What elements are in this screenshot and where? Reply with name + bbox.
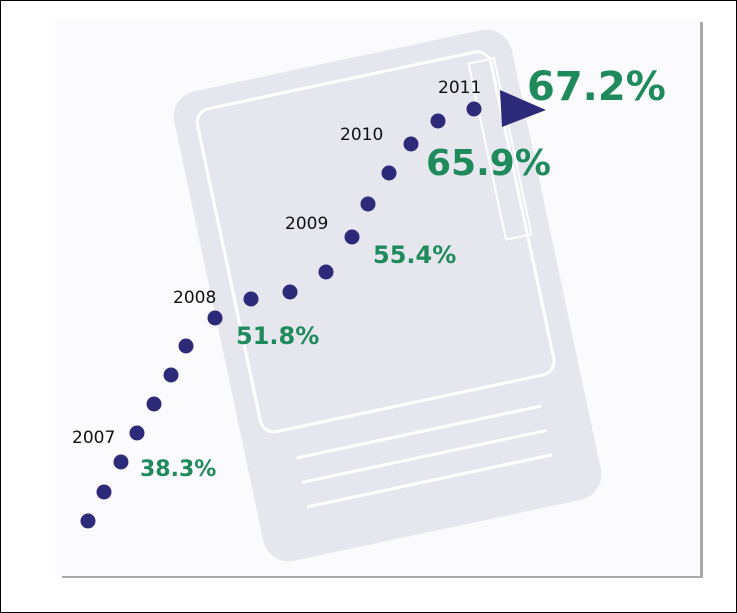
percent-label: 67.2% bbox=[527, 64, 666, 110]
year-label: 2007 bbox=[72, 428, 115, 448]
percent-label: 38.3% bbox=[140, 457, 216, 482]
percent-label: 55.4% bbox=[373, 241, 456, 269]
panel-shadow bbox=[62, 576, 702, 578]
infographic: 2007 2008 2009 2010 2011 38.3% 51.8% 55.… bbox=[0, 0, 737, 613]
percent-label: 65.9% bbox=[426, 143, 551, 184]
percent-label: 51.8% bbox=[236, 322, 319, 350]
year-label: 2008 bbox=[173, 288, 216, 308]
year-label: 2009 bbox=[285, 214, 328, 234]
year-label: 2010 bbox=[340, 125, 383, 145]
panel-shadow-right bbox=[700, 22, 703, 578]
year-label: 2011 bbox=[438, 78, 481, 98]
